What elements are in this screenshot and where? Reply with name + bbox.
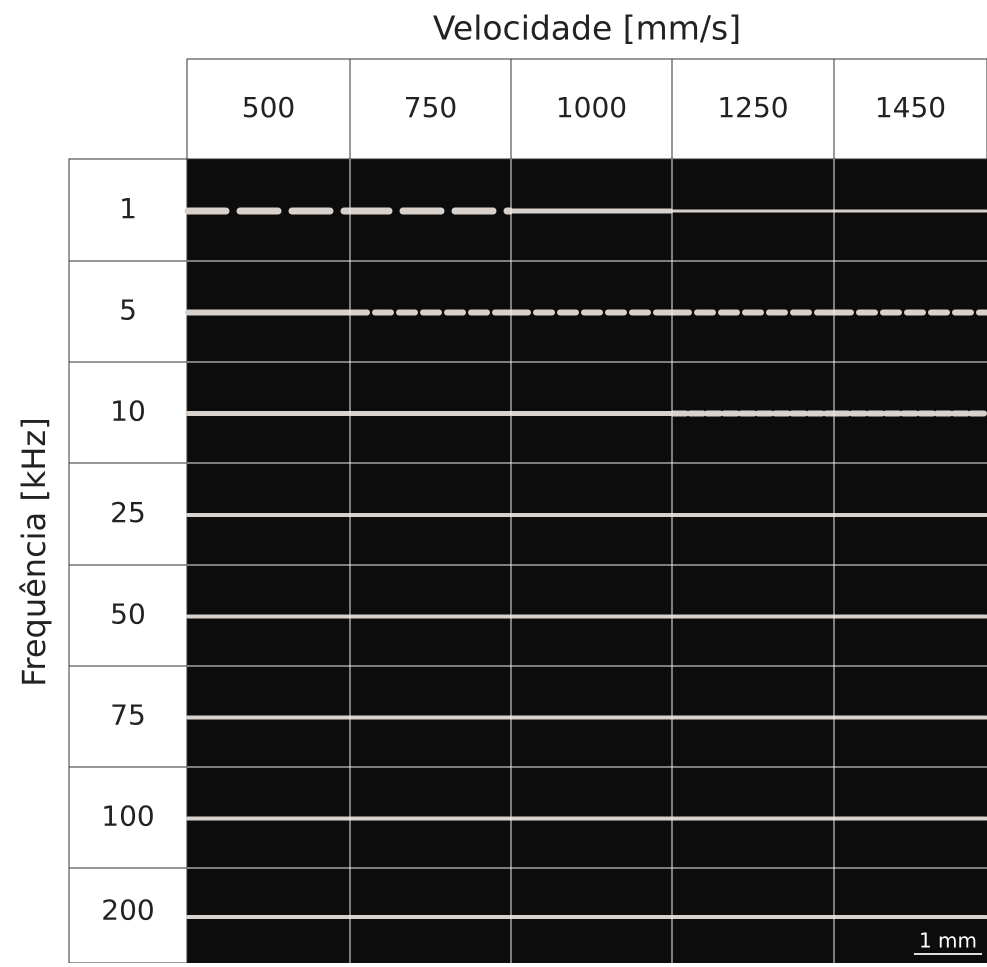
row-header: 1 [119, 192, 137, 225]
column-axis-title: Velocidade [mm/s] [433, 9, 741, 48]
photo-background [187, 159, 987, 963]
row-header-cell [68, 260, 188, 363]
row-header: 200 [101, 894, 154, 927]
column-header: 1250 [717, 91, 788, 124]
row-header: 5 [119, 294, 137, 327]
column-header: 1450 [875, 91, 946, 124]
row-header: 75 [110, 699, 146, 732]
column-header-cell [510, 58, 673, 160]
grid: 500 750 1000 1250 1450 1 5 10 25 50 75 100 200 [68, 58, 987, 964]
scale-bar-label: 1 mm [919, 929, 977, 953]
row-header: 100 [101, 800, 154, 833]
row-header-cell [68, 158, 188, 262]
column-header-cell [349, 58, 512, 160]
row-header: 50 [110, 598, 146, 631]
column-header-cell [186, 58, 351, 160]
row-header: 25 [110, 496, 146, 529]
row-header-cell [68, 462, 188, 566]
column-header-cell [833, 58, 987, 160]
row-axis-title: Frequência [kHz] [15, 417, 53, 686]
row-header: 10 [110, 395, 146, 428]
row-header-cell [68, 665, 188, 768]
row-header-cell [68, 766, 188, 869]
column-header-cell [671, 58, 835, 160]
column-header: 750 [404, 91, 457, 124]
column-header: 1000 [556, 91, 627, 124]
row-header-cell [68, 564, 188, 667]
column-header: 500 [242, 91, 295, 124]
row-header-cell [68, 361, 188, 464]
